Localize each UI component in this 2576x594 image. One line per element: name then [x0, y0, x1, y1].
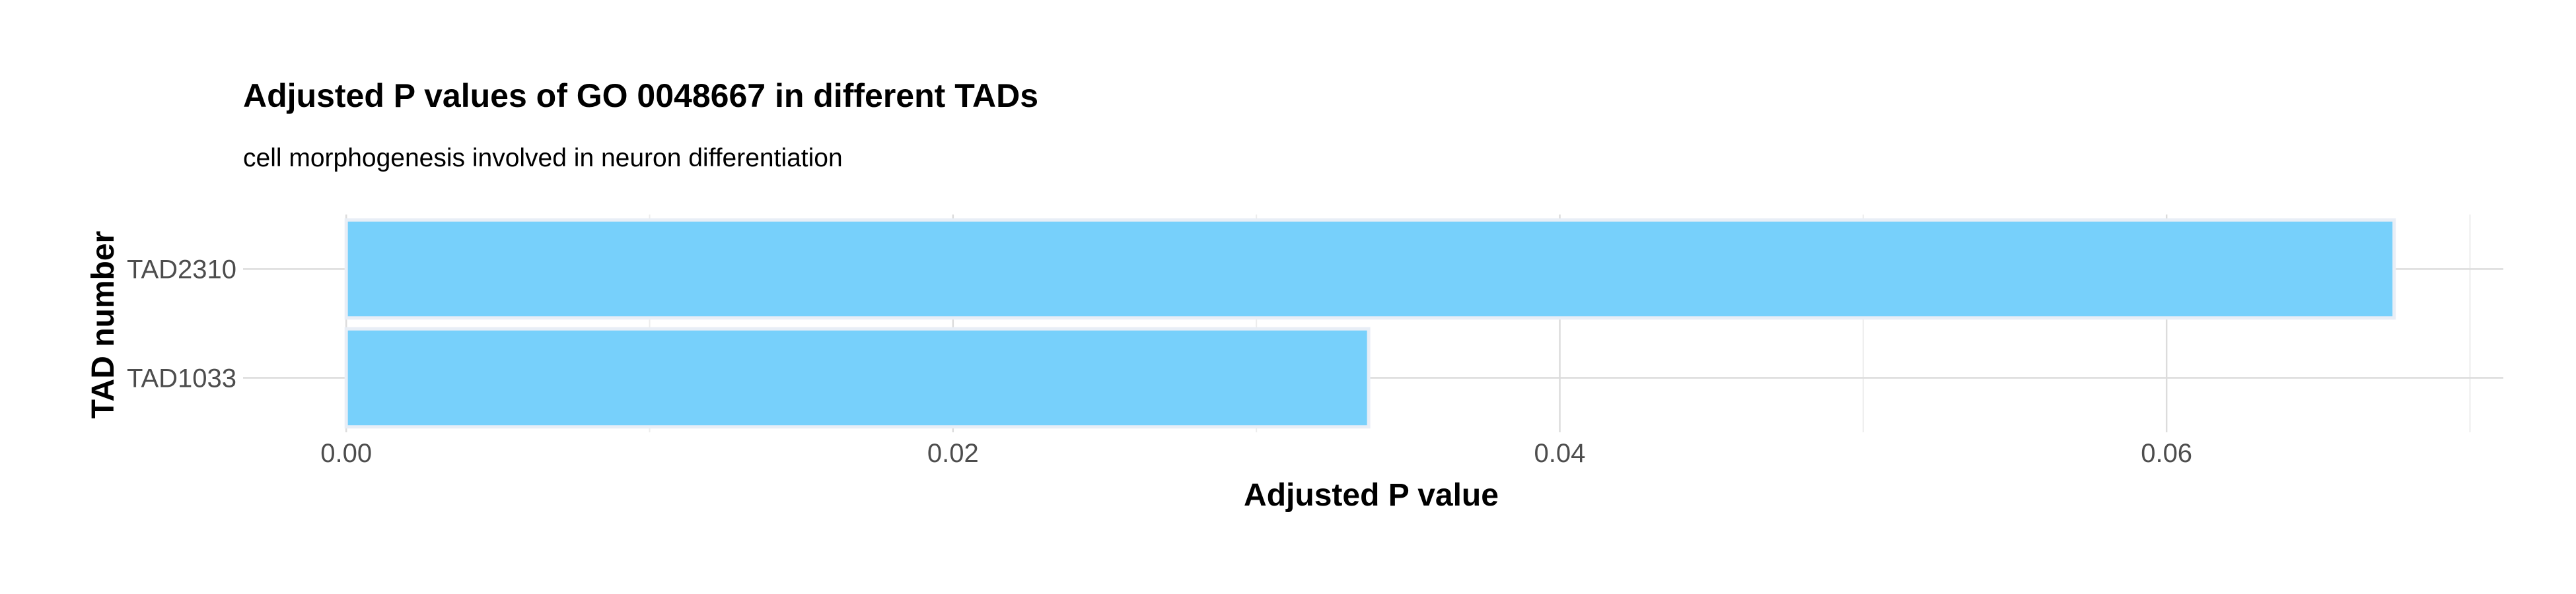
x-tick-label: 0.06 [2141, 439, 2192, 468]
x-tick-label: 0.02 [927, 439, 979, 468]
bar [344, 327, 1371, 429]
y-tick-labels: TAD2310 TAD1033 [127, 255, 236, 393]
bars [344, 218, 2396, 429]
y-axis-title: TAD number [86, 231, 121, 418]
x-tick-label: 0.04 [1534, 439, 1586, 468]
x-axis-title: Adjusted P value [1244, 478, 1499, 513]
x-tick-labels: 0.00 0.02 0.04 0.06 [320, 439, 2192, 468]
y-tick-label: TAD1033 [127, 364, 236, 393]
chart-subtitle: cell morphogenesis involved in neuron di… [243, 144, 843, 172]
chart-title: Adjusted P values of GO 0048667 in diffe… [243, 77, 1038, 114]
x-tick-label: 0.00 [320, 439, 372, 468]
bar [344, 218, 2396, 320]
y-tick-label: TAD2310 [127, 255, 236, 284]
